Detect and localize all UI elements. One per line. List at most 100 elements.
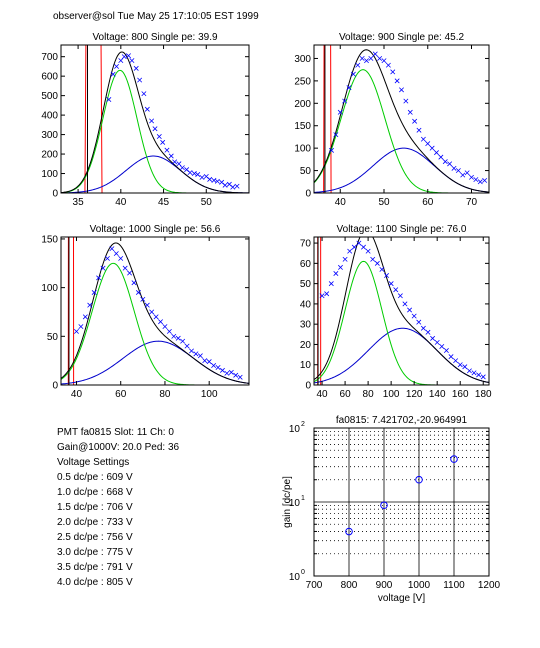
data-point — [215, 364, 221, 370]
voltage-settings-title: Voltage Settings — [57, 457, 130, 468]
data-point — [429, 145, 435, 151]
gain-point — [380, 501, 388, 510]
data-point — [438, 154, 444, 160]
data-point — [471, 370, 477, 376]
data-point — [211, 177, 217, 183]
data-point — [193, 351, 199, 357]
data-point — [464, 170, 470, 176]
data-point — [195, 172, 201, 177]
pmt-info-panel: PMT fa0815 Slot: 11 Ch: 0 Gain@1000V: 20… — [57, 425, 179, 590]
data-point — [453, 358, 459, 364]
data-point — [104, 255, 110, 261]
plot-area — [314, 237, 489, 385]
data-point — [342, 98, 348, 104]
data-point — [199, 174, 205, 180]
data-point — [197, 353, 203, 359]
data-point — [211, 363, 217, 369]
x-tick-label: 50 — [378, 197, 390, 208]
data-point — [82, 314, 88, 320]
x-tick-label: 140 — [429, 389, 446, 400]
data-point — [364, 58, 369, 64]
data-point — [374, 260, 380, 266]
data-point — [407, 109, 413, 115]
pmt-line: PMT fa0815 Slot: 11 Ch: 0 — [57, 427, 174, 438]
data-point — [73, 328, 79, 334]
data-point — [480, 374, 486, 380]
voltage-setting-5: 2.5 dc/pe : 756 V — [57, 532, 133, 543]
data-point — [329, 147, 334, 153]
data-point — [425, 329, 431, 335]
data-point — [131, 280, 137, 286]
data-point — [230, 184, 236, 190]
data-point — [333, 132, 339, 138]
data-point — [347, 248, 353, 254]
y-tick-label: 30 — [300, 320, 312, 331]
data-point — [219, 367, 225, 373]
data-point — [187, 170, 193, 176]
x-tick-label: 800 — [341, 580, 358, 591]
data-point — [355, 62, 361, 68]
x-tick-label: 1000 — [408, 580, 431, 591]
y-tick-label: 10 — [289, 572, 301, 583]
data-point — [416, 127, 422, 133]
x-tick-label: 100 — [383, 389, 400, 400]
x-tick-label: 1200 — [478, 580, 501, 591]
voltage-setting-4: 2.0 dc/pe : 733 V — [57, 517, 133, 528]
chart-title: Voltage: 1100 Single pe: 76.0 — [337, 224, 467, 235]
voltage-setting-2: 1.0 dc/pe : 668 V — [57, 487, 133, 498]
single-pe-curve — [314, 260, 489, 385]
x-tick-label: 70 — [466, 197, 478, 208]
data-point — [448, 354, 454, 360]
y-tick-label: 100 — [41, 283, 58, 294]
y-tick-label: 700 — [41, 52, 58, 63]
pedestal-curve — [323, 45, 343, 193]
data-point — [439, 343, 445, 349]
data-point — [455, 168, 461, 174]
data-point — [234, 183, 240, 189]
x-tick-label: 60 — [115, 389, 127, 400]
data-point — [365, 248, 371, 254]
data-point — [337, 264, 343, 270]
data-point — [189, 348, 194, 354]
y-tick-label: 500 — [41, 91, 58, 102]
data-point — [164, 147, 170, 153]
data-point — [420, 325, 426, 331]
data-point — [420, 136, 426, 142]
x-tick-label: 100 — [201, 389, 218, 400]
x-tick-label: 160 — [452, 389, 469, 400]
data-point — [434, 339, 440, 345]
data-point — [469, 174, 474, 180]
y-tick-label: 60 — [300, 259, 312, 270]
x-tick-label: 35 — [73, 197, 85, 208]
x-tick-label: 120 — [406, 389, 423, 400]
data-point — [109, 246, 115, 252]
data-point — [397, 293, 403, 299]
total-fit-curve — [61, 242, 249, 384]
data-point — [451, 165, 457, 171]
page-header: observer@sol Tue May 25 17:10:05 EST 199… — [53, 11, 259, 22]
data-point — [379, 266, 385, 272]
data-point — [319, 293, 325, 299]
data-point — [237, 374, 243, 380]
x-tick-label: 60 — [422, 197, 434, 208]
data-point — [222, 182, 228, 188]
y-axis-label: gain [dc/pe] — [282, 476, 293, 528]
y-tick-label: 0 — [52, 381, 58, 392]
data-point — [342, 256, 348, 262]
single-pe-curve — [61, 262, 249, 385]
x-tick-label: 40 — [316, 389, 328, 400]
gain-point — [415, 475, 423, 484]
data-point — [162, 324, 168, 330]
x-axis-label: voltage [V] — [378, 593, 425, 604]
chart-title: Voltage: 900 Single pe: 45.2 — [339, 32, 465, 43]
y-tick-label: 100 — [294, 144, 311, 155]
data-point — [416, 319, 422, 325]
data-point — [473, 177, 479, 183]
data-point — [462, 364, 468, 370]
axes-frame — [60, 44, 250, 194]
data-point — [442, 159, 448, 165]
voltage-setting-3: 1.5 dc/pe : 706 V — [57, 502, 133, 513]
data-point — [214, 178, 220, 184]
gain-point — [450, 455, 458, 463]
